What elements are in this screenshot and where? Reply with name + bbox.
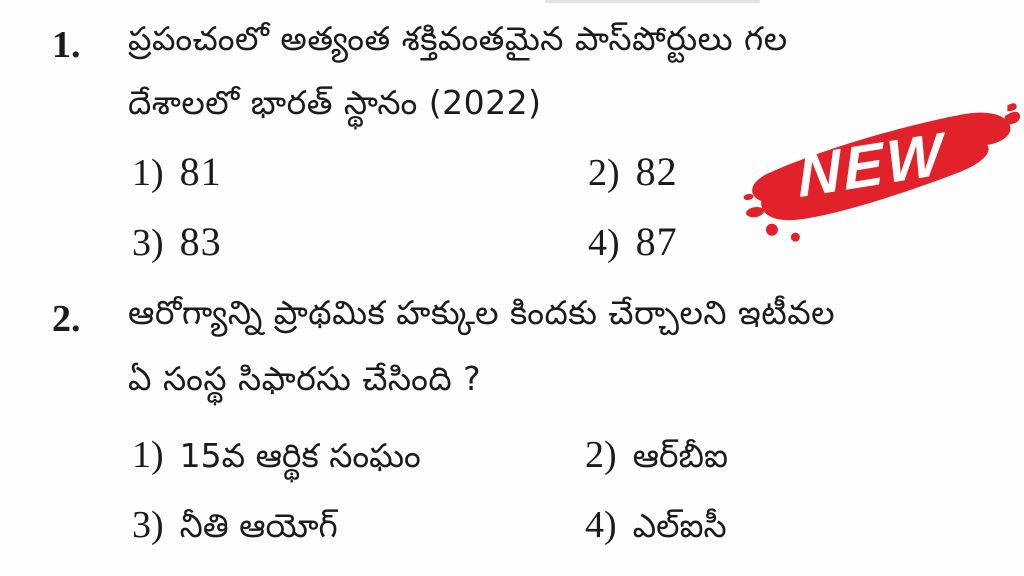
option-number: 2): [588, 152, 620, 194]
question-2-text-line-1: ఆరోగ్యాన్ని ప్రాథమిక హక్కుల కిందకు చేర్చ…: [128, 293, 836, 332]
brush-stroke-graphic: NEW: [743, 103, 1021, 242]
option-text: ఆర్‌బీఐ: [632, 436, 728, 475]
question-1-option-1: 1) 81: [132, 149, 222, 194]
question-1-option-4: 4) 87: [588, 219, 678, 264]
question-2-option-2: 2) ఆర్‌బీఐ: [585, 436, 728, 474]
option-text: 87: [635, 219, 678, 264]
question-2-option-1: 1) 15వ ఆర్థిక సంఘం: [132, 436, 421, 474]
question-2-option-3: 3) నీతి ఆయోగ్: [132, 506, 338, 544]
question-2-option-4: 4) ఎల్‌ఐసీ: [585, 506, 727, 544]
question-1-text-line-1: ప్రపంచంలో అత్యంత శక్తివంతమైన పాస్‌పోర్టు…: [128, 19, 788, 58]
option-text: 83: [179, 219, 222, 264]
option-text: ఎల్‌ఐసీ: [632, 506, 727, 545]
question-1-text-line-2: దేశాలలో భారత్ స్థానం (2022): [128, 83, 542, 122]
option-number: 4): [585, 504, 617, 546]
option-number: 1): [132, 152, 164, 194]
brush-stroke-shape: [743, 103, 1021, 242]
option-number: 3): [132, 504, 164, 546]
option-number: 2): [585, 434, 617, 476]
question-2-text-line-2: ఏ సంస్థ సిఫారసు చేసింది ?: [128, 359, 482, 398]
option-text: 81: [179, 149, 222, 194]
question-1-number: 1.: [52, 24, 81, 66]
option-number: 1): [132, 434, 164, 476]
scan-artifact-top-edge: [545, 0, 760, 3]
option-text: 15వ ఆర్థిక సంఘం: [179, 436, 421, 475]
new-badge-label: NEW: [796, 119, 949, 210]
option-text: 82: [635, 149, 678, 194]
option-number: 4): [588, 222, 620, 264]
question-2-number: 2.: [52, 298, 81, 340]
new-badge: NEW: [733, 82, 1024, 247]
option-number: 3): [132, 222, 164, 264]
question-1-option-3: 3) 83: [132, 219, 222, 264]
question-1-option-2: 2) 82: [588, 149, 678, 194]
option-text: నీతి ఆయోగ్: [179, 506, 338, 545]
